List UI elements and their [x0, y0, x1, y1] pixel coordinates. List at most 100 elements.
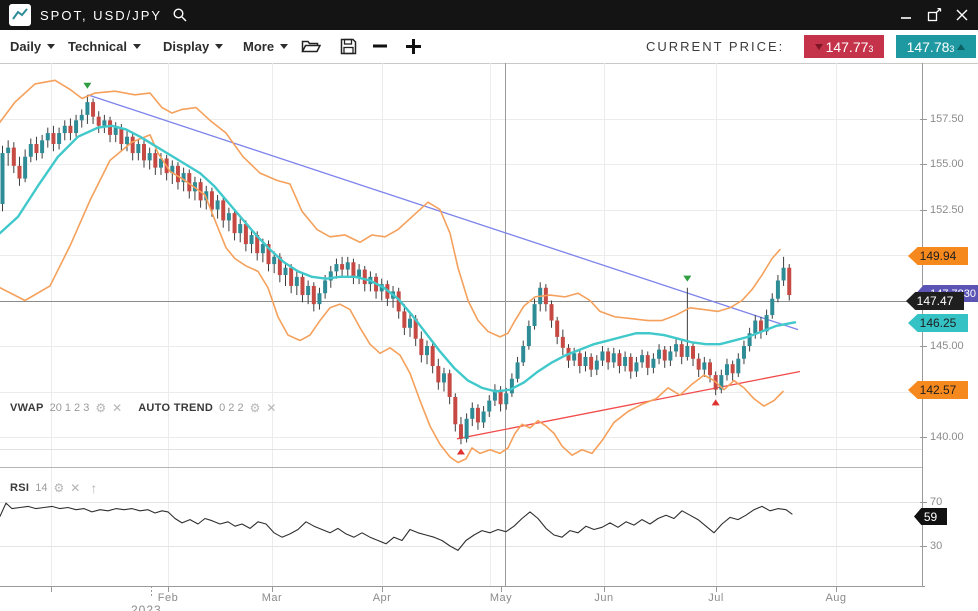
candle-up [583, 356, 588, 367]
candle-down [311, 285, 316, 305]
candle-up [6, 147, 11, 154]
candle-up [764, 315, 769, 332]
candle-up [328, 271, 333, 281]
candle-up [611, 353, 616, 363]
price-tick-label: 140.00 [930, 431, 964, 443]
gear-icon[interactable]: ⚙ [53, 481, 65, 495]
close-icon[interactable]: ✕ [266, 401, 277, 415]
current-price-label: CURRENT PRICE: [646, 38, 785, 54]
candle-up [753, 320, 758, 334]
lower-band-axis-badge: 142.57 [908, 381, 968, 399]
candle-down [447, 373, 452, 397]
candle-down [475, 407, 480, 423]
candle-down [617, 353, 622, 367]
candle-down [17, 165, 22, 179]
candle-up [238, 224, 243, 234]
candle-down [300, 276, 305, 296]
candle-down [142, 143, 146, 161]
candle-down [232, 213, 237, 234]
candle-down [362, 269, 367, 285]
rsi-label: RSI [10, 482, 30, 494]
candle-up [113, 127, 118, 135]
candle-down [589, 356, 594, 370]
candle-up [40, 140, 45, 154]
month-label: Aug [825, 592, 847, 604]
candle-up [526, 325, 531, 346]
candle-up [770, 298, 775, 316]
candle-down [458, 424, 463, 439]
candle-down [498, 389, 503, 405]
candle-up [487, 400, 492, 412]
menu-technical[interactable]: Technical [68, 30, 142, 62]
minimize-icon[interactable] [898, 7, 914, 23]
close-icon[interactable]: ✕ [112, 401, 123, 415]
candle-down [96, 116, 101, 126]
auto-trend-params: 0 2 2 [219, 402, 244, 414]
triangle-up-marker [456, 448, 465, 455]
open-folder-icon[interactable] [301, 30, 321, 62]
candle-up [204, 191, 209, 201]
menu-daily[interactable]: Daily [10, 30, 56, 62]
candle-down [691, 346, 696, 359]
candle-down [696, 358, 701, 370]
candle-up [492, 389, 497, 401]
candle-up [181, 173, 186, 183]
gear-icon[interactable]: ⚙ [95, 401, 107, 415]
candle-up [306, 285, 311, 296]
zoom-out-icon[interactable] [372, 30, 388, 62]
candle-up [470, 407, 475, 419]
close-icon[interactable] [954, 7, 970, 23]
save-icon[interactable] [340, 30, 357, 62]
candle-up [464, 418, 469, 439]
menu-more-label: More [243, 38, 275, 54]
candle-down [209, 191, 214, 210]
ask-price-value: 147.78 [906, 38, 950, 55]
candle-down [91, 102, 96, 117]
candle-down [577, 353, 582, 367]
candle-up [260, 244, 265, 254]
month-label: Mar [261, 592, 283, 604]
move-up-icon[interactable]: ↑ [90, 480, 98, 496]
candle-down [340, 264, 345, 270]
month-label: Jul [708, 592, 724, 604]
candle-up [425, 346, 429, 356]
candle-up [323, 280, 328, 294]
candle-up [594, 360, 599, 370]
popout-icon[interactable] [926, 7, 942, 23]
bollinger-upper-band [0, 79, 781, 338]
price-tick-label: 157.50 [930, 113, 964, 125]
search-icon[interactable] [172, 7, 188, 23]
price-tick-label: 152.50 [930, 204, 964, 216]
candle-down [351, 262, 356, 277]
candle-up [226, 213, 231, 221]
candle-up [45, 133, 50, 141]
candle-down [628, 356, 633, 372]
close-icon[interactable]: ✕ [70, 481, 81, 495]
candle-up [634, 362, 639, 372]
rsi-tick-label: 70 [930, 496, 943, 508]
candle-down [402, 311, 407, 328]
candle-up [775, 280, 780, 299]
ask-price-pip: 3 [949, 44, 955, 54]
gear-icon[interactable]: ⚙ [249, 401, 261, 415]
zoom-in-icon[interactable] [405, 30, 422, 62]
vwap-params: 20 1 2 3 [49, 402, 90, 414]
candle-down [549, 304, 554, 321]
month-label: Jun [594, 592, 614, 604]
month-label: May [489, 592, 513, 604]
bid-price-badge: 147.77 3 [804, 35, 884, 58]
bollinger-lower-band [0, 134, 784, 464]
menu-display[interactable]: Display [163, 30, 224, 62]
menu-daily-label: Daily [10, 38, 42, 54]
menu-more[interactable]: More [243, 30, 289, 62]
year-label: 2023 [131, 603, 162, 611]
candle-up [158, 158, 163, 168]
candle-down [68, 125, 73, 134]
candle-up [747, 333, 752, 346]
month-label: Apr [372, 592, 392, 604]
candle-up [357, 269, 362, 277]
candle-up [685, 346, 690, 357]
candle-up [504, 393, 509, 405]
candle-up [481, 411, 486, 423]
